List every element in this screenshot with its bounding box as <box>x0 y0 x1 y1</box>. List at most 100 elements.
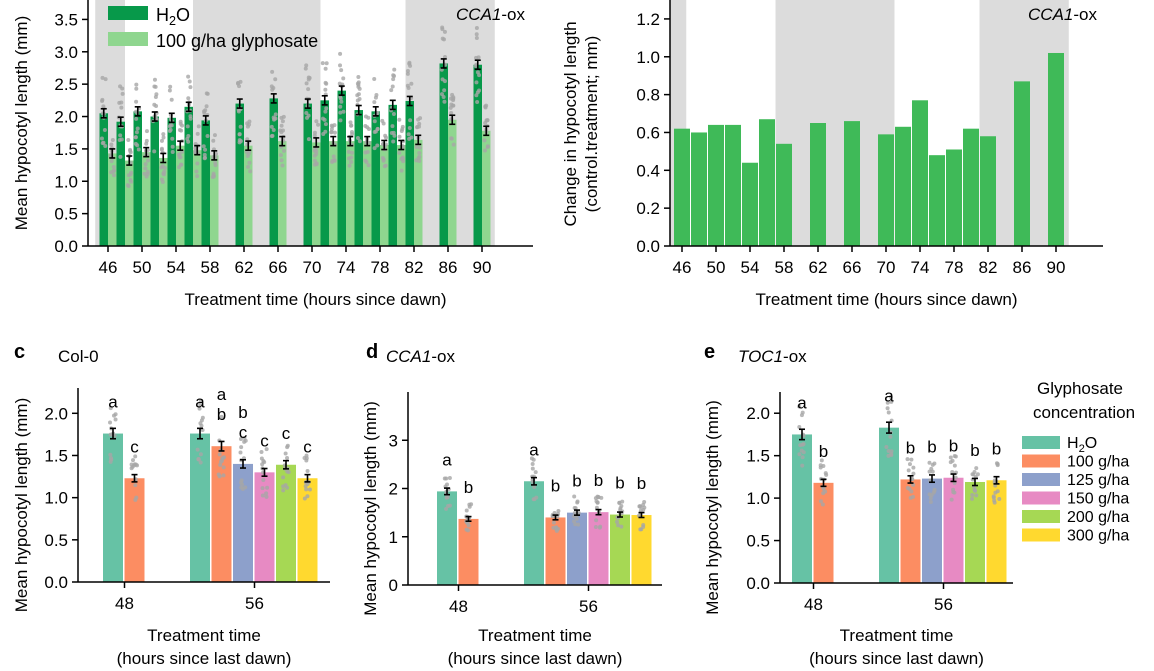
a-data-point <box>245 124 250 129</box>
a-genotype-label: CCA1-ox <box>456 5 525 24</box>
a-data-point <box>312 133 317 138</box>
a-bar <box>329 141 338 246</box>
e-significance-letter: b <box>906 438 915 457</box>
e-data-point <box>824 472 829 477</box>
a-data-point <box>202 110 207 115</box>
a-data-point <box>482 138 487 143</box>
a-data-point <box>169 97 174 102</box>
c-significance-letter: b <box>238 403 247 422</box>
e-data-point <box>906 468 911 473</box>
a-data-point <box>349 159 354 164</box>
a-data-point <box>103 144 108 149</box>
a-data-point <box>111 164 116 169</box>
d-bar <box>524 481 544 585</box>
d-data-point <box>615 519 620 524</box>
a-data-point <box>186 139 191 144</box>
a-data-point <box>143 166 148 171</box>
e-data-point <box>885 400 890 405</box>
a-data-point <box>304 63 309 68</box>
a-data-point <box>409 81 414 86</box>
a-data-point <box>273 112 278 117</box>
a-data-point <box>348 120 353 125</box>
a-data-point <box>356 82 361 87</box>
e-data-point <box>991 494 996 499</box>
a-data-point <box>417 121 422 126</box>
a-data-point <box>338 63 343 68</box>
a-data-point <box>372 77 377 82</box>
a-data-point <box>202 156 207 161</box>
a-data-point <box>196 124 201 129</box>
a-data-point <box>415 125 420 130</box>
e-significance-letter: b <box>992 439 1001 458</box>
d-y-tick-label: 2 <box>389 480 398 499</box>
a-data-point <box>314 149 319 154</box>
a-data-point <box>357 139 362 144</box>
a-data-point <box>306 75 311 80</box>
a-data-point <box>119 105 124 110</box>
a-data-point <box>269 84 274 89</box>
e-data-point <box>888 394 893 399</box>
a-data-point <box>204 104 209 109</box>
c-data-point <box>108 452 113 457</box>
a-data-point <box>416 117 421 122</box>
a-data-point <box>119 100 124 105</box>
d-data-point <box>598 524 603 529</box>
e-y-tick-label: 2.0 <box>746 404 770 423</box>
d-data-point <box>532 484 537 489</box>
d-data-point <box>619 524 624 529</box>
e-bar <box>965 481 985 583</box>
c-data-point <box>218 462 223 467</box>
b-x-axis-label: Treatment time (hours since dawn) <box>755 290 1017 309</box>
a-x-tick-label: 82 <box>405 258 424 277</box>
e-bar <box>792 434 812 583</box>
a-data-point <box>167 88 172 93</box>
c-y-tick-label: 1.0 <box>44 489 68 508</box>
a-x-tick-label: 50 <box>133 258 152 277</box>
a-data-point <box>159 138 164 143</box>
b-bar <box>980 136 996 246</box>
a-data-point <box>170 136 175 141</box>
a-x-tick-label: 66 <box>269 258 288 277</box>
a-data-point <box>477 73 482 78</box>
a-data-point <box>303 66 308 71</box>
a-data-point <box>103 77 108 82</box>
e-data-point <box>911 471 916 476</box>
e-legend-label: 300 g/ha <box>1067 528 1129 545</box>
e-y-tick-label: 1.0 <box>746 489 770 508</box>
a-data-point <box>449 111 454 116</box>
d-data-point <box>642 500 647 505</box>
b-x-tick-label: 82 <box>979 258 998 277</box>
d-panel-letter: d <box>366 341 378 363</box>
e-legend-swatch <box>1022 436 1060 449</box>
a-data-point <box>406 85 411 90</box>
e-data-point <box>818 499 823 504</box>
c-bar <box>233 463 253 582</box>
c-data-point <box>113 417 118 422</box>
c-y-tick-label: 0.0 <box>44 573 68 592</box>
c-bar <box>276 464 296 582</box>
c-data-point <box>259 450 264 455</box>
a-data-point <box>144 129 149 134</box>
a-data-point <box>143 162 148 167</box>
a-data-point <box>397 150 402 155</box>
a-data-point <box>245 137 250 142</box>
e-y-tick-label: 0.5 <box>746 532 770 551</box>
a-data-point <box>236 80 241 85</box>
a-data-point <box>338 110 343 115</box>
a-data-point <box>237 132 242 137</box>
e-data-point <box>909 457 914 462</box>
a-bar <box>354 110 363 246</box>
c-data-point <box>219 459 224 464</box>
c-data-point <box>242 439 247 444</box>
a-data-point <box>375 111 380 116</box>
a-data-point <box>119 137 124 142</box>
d-data-point <box>617 500 622 505</box>
a-data-point <box>306 87 311 92</box>
a-x-tick-label: 74 <box>337 258 356 277</box>
d-data-point <box>594 499 599 504</box>
a-data-point <box>329 127 334 132</box>
a-data-point <box>314 162 319 167</box>
b-y-axis-label: (control.treatment; mm) <box>582 36 601 213</box>
a-data-point <box>99 136 104 141</box>
e-data-point <box>910 494 915 499</box>
